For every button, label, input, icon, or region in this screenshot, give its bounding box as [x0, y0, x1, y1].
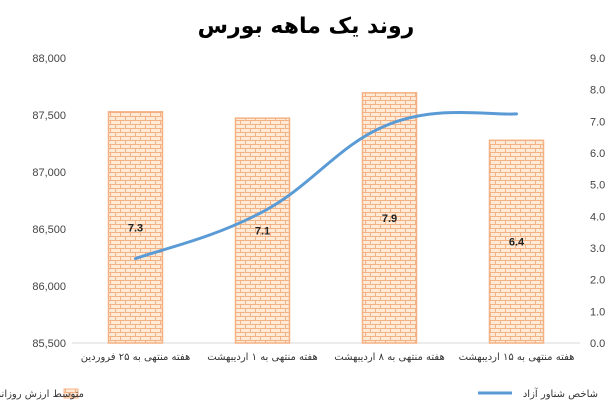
category-label: هفته منتهی به ۸ اردیبهشت	[334, 352, 445, 363]
bar-data-label: 7.9	[382, 213, 397, 225]
bar-data-label: 7.3	[128, 222, 143, 234]
left-tick-label: 86,000	[32, 281, 66, 293]
bar	[107, 111, 164, 344]
left-tick-label: 88,000	[32, 53, 66, 65]
legend-bar-label: متوسط ارزش روزانه هرمعامله نرمال در بورس…	[0, 388, 84, 400]
line-series	[134, 110, 518, 261]
left-tick-label: 86,500	[32, 224, 66, 236]
bar	[488, 139, 545, 344]
left-tick-label: 87,500	[32, 110, 66, 122]
right-tick-label: 3.0	[590, 243, 605, 255]
right-tick-label: 8.0	[590, 85, 605, 97]
legend-bar-swatch	[63, 388, 79, 399]
left-tick-label: 85,500	[32, 338, 66, 350]
category-label: هفته منتهی به ۲۵ فروردین	[81, 352, 190, 363]
right-tick-label: 6.0	[590, 148, 605, 160]
right-tick-label: 7.0	[590, 116, 605, 128]
right-tick-label: 4.0	[590, 211, 605, 223]
legend: متوسط ارزش روزانه هرمعامله نرمال در بورس…	[0, 387, 598, 400]
bar-data-label: 6.4	[509, 237, 525, 249]
bar	[361, 92, 418, 344]
category-label: هفته منتهی به ۱۵ اردیبهشت	[459, 352, 575, 363]
right-tick-label: 0.0	[590, 338, 605, 350]
right-tick-label: 5.0	[590, 180, 605, 192]
bar-data-label: 7.1	[255, 226, 270, 238]
bar-series: 7.3 7.1 7.9 6.4	[107, 92, 545, 344]
right-axis: 0.0 1.0 2.0 3.0 4.0 5.0 6.0 7.0 8.0 9.0	[590, 53, 605, 350]
legend-line-label: شاخص شناور آزاد	[523, 387, 598, 400]
right-tick-label: 2.0	[590, 275, 605, 287]
line-series-path	[134, 110, 518, 261]
category-label: هفته منتهی به ۱ اردیبهشت	[207, 352, 318, 363]
category-axis: هفته منتهی به ۲۵ فروردین هفته منتهی به ۱ …	[81, 352, 575, 363]
left-tick-label: 87,000	[32, 167, 66, 179]
bar	[234, 117, 291, 344]
right-tick-label: 1.0	[590, 306, 605, 318]
right-tick-label: 9.0	[590, 53, 605, 65]
chart-title: روند یک ماهه بورس	[198, 14, 415, 39]
